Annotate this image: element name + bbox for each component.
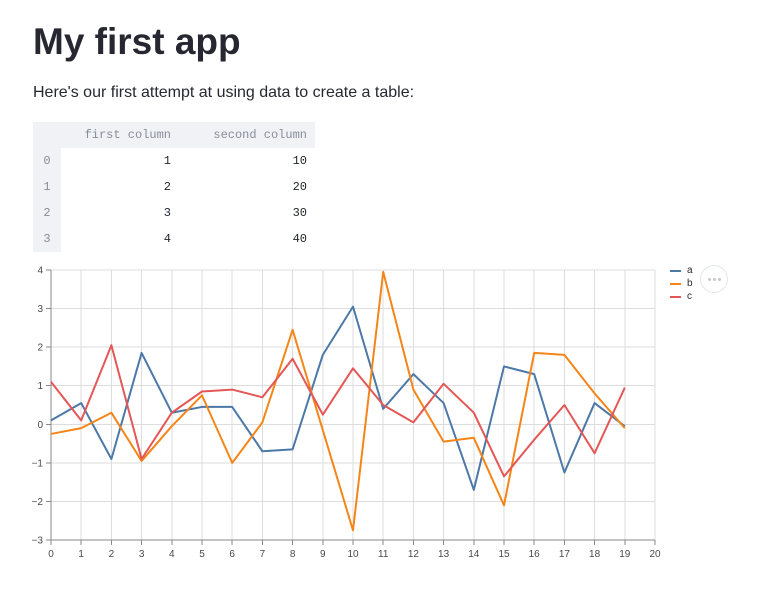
table-row: 2 3 30	[33, 200, 315, 226]
table-cell: 30	[179, 200, 315, 226]
x-axis-tick-label: 17	[559, 549, 571, 560]
row-index: 1	[33, 174, 61, 200]
x-axis-tick-label: 6	[229, 549, 235, 560]
x-axis-tick-label: 14	[468, 549, 480, 560]
series-line-c	[50, 344, 626, 478]
table-row: 0 1 10	[33, 148, 315, 174]
y-axis-tick-label: −3	[32, 536, 44, 547]
x-axis-tick-label: 13	[438, 549, 450, 560]
chart-axes	[46, 269, 656, 545]
data-table: first column second column 0 1 10 1 2 20 2 3 30 3…	[33, 122, 315, 252]
table-cell: 2	[61, 174, 179, 200]
x-axis-tick-label: 5	[199, 549, 205, 560]
y-axis-tick-label: −1	[32, 458, 44, 469]
x-axis-tick-label: 9	[320, 549, 326, 560]
row-index: 2	[33, 200, 61, 226]
column-header-first: first column	[61, 122, 179, 148]
line-chart: −3 −2 −1 0 1 2 3 4 0 1 2 3 4 5 6 7 8 9 10 11 12 13 14 15 16 17 18 1…	[0, 262, 758, 578]
ellipsis-icon	[707, 277, 711, 281]
legend-swatch-icon	[670, 269, 681, 272]
page-title: My first app	[33, 21, 241, 62]
legend-label: a	[687, 264, 693, 276]
intro-text: Here's our first attempt at using data t…	[33, 84, 415, 101]
table-row: 1 2 20	[33, 174, 315, 200]
series-line-a	[50, 305, 626, 491]
table-cell: 4	[61, 226, 179, 252]
chart-series	[50, 270, 626, 532]
table-cell: 3	[61, 200, 179, 226]
y-axis-tick-label: 1	[37, 381, 43, 392]
legend-label: b	[687, 277, 693, 289]
y-axis-tick-label: 4	[37, 266, 43, 277]
legend-item-c: c	[670, 290, 693, 303]
table-cell: 40	[179, 226, 315, 252]
x-axis-tick-label: 4	[169, 549, 175, 560]
x-axis-tick-label: 3	[139, 549, 145, 560]
y-axis-tick-label: 2	[37, 343, 43, 354]
table-row: 3 4 40	[33, 226, 315, 252]
ellipsis-icon	[717, 277, 721, 281]
legend-swatch-icon	[670, 282, 681, 285]
x-axis-tick-label: 2	[109, 549, 115, 560]
legend-item-a: a	[670, 264, 693, 277]
x-axis-tick-label: 16	[529, 549, 541, 560]
chart-menu-button[interactable]	[700, 265, 728, 293]
table-cell: 20	[179, 174, 315, 200]
table-cell: 1	[61, 148, 179, 174]
table-header-row: first column second column	[33, 122, 315, 148]
chart-gridlines	[50, 269, 656, 541]
column-header-second: second column	[179, 122, 315, 148]
x-axis-tick-label: 11	[378, 549, 389, 560]
x-axis-tick-label: 10	[347, 549, 359, 560]
row-index: 3	[33, 226, 61, 252]
series-line-b	[50, 270, 626, 532]
x-axis-tick-label: 15	[498, 549, 510, 560]
x-axis-tick-label: 18	[589, 549, 601, 560]
y-axis-tick-label: 3	[37, 304, 43, 315]
x-axis-tick-label: 19	[619, 549, 631, 560]
x-axis-tick-label: 7	[260, 549, 266, 560]
table-cell: 10	[179, 148, 315, 174]
row-index: 0	[33, 148, 61, 174]
table-corner-cell	[33, 122, 61, 148]
legend-item-b: b	[670, 277, 693, 290]
x-axis-tick-label: 12	[408, 549, 420, 560]
legend-swatch-icon	[670, 295, 681, 298]
y-axis-tick-label: 0	[37, 420, 43, 431]
x-axis-tick-label: 0	[48, 549, 54, 560]
y-axis-tick-label: −2	[32, 497, 44, 508]
x-axis-tick-label: 20	[649, 549, 661, 560]
ellipsis-icon	[712, 277, 716, 281]
x-axis-tick-label: 8	[290, 549, 296, 560]
legend-label: c	[687, 290, 692, 302]
x-axis-tick-label: 1	[78, 549, 84, 560]
